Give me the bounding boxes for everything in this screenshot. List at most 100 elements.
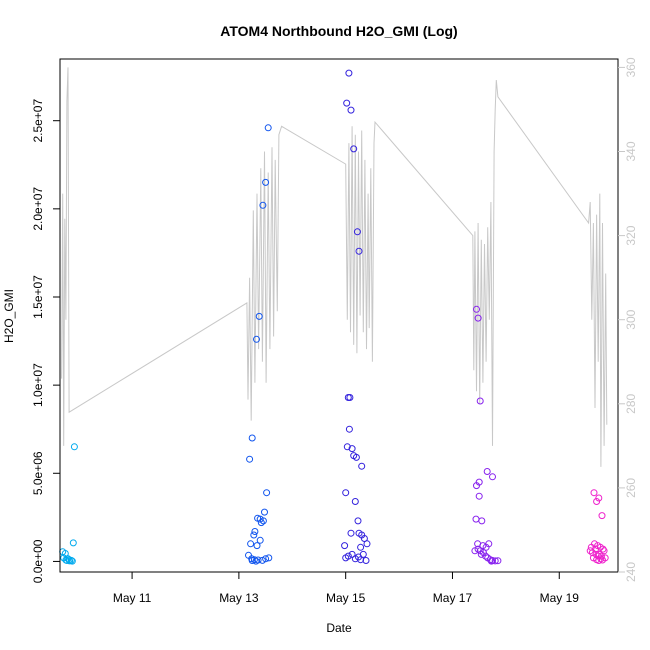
secondary-series-line xyxy=(61,67,608,467)
data-point-series-4 xyxy=(472,515,480,523)
data-point-series-2 xyxy=(248,557,256,564)
data-point-series-4 xyxy=(482,552,490,560)
data-point-series-1 xyxy=(61,550,69,557)
y-right-tick-label: 280 xyxy=(624,393,638,413)
data-point-series-1 xyxy=(69,539,77,547)
data-point-series-2 xyxy=(261,508,268,516)
plot-frame xyxy=(59,58,619,573)
data-point-series-5 xyxy=(599,545,607,553)
data-point-series-2 xyxy=(262,178,270,186)
y-tick-label: 1.5e+07 xyxy=(31,275,45,319)
data-point-series-1 xyxy=(68,557,76,565)
data-point-series-5 xyxy=(595,557,603,564)
data-point-series-4 xyxy=(478,517,486,525)
data-point-series-4 xyxy=(474,545,482,553)
data-point-series-2 xyxy=(247,540,255,548)
data-point-series-4 xyxy=(473,482,480,490)
y-right-tick-label: 340 xyxy=(624,141,638,161)
chart-title: ATOM4 Northbound H2O_GMI (Log) xyxy=(220,23,457,39)
data-point-series-3 xyxy=(341,542,349,550)
data-point-series-2 xyxy=(251,528,259,535)
data-point-series-3 xyxy=(363,540,371,548)
data-point-series-1 xyxy=(70,443,78,451)
y-tick-label: 2.5e+07 xyxy=(31,99,45,143)
data-point-series-5 xyxy=(590,489,598,497)
y-right-tick-label: 240 xyxy=(624,562,638,582)
data-point-series-3 xyxy=(357,543,365,551)
data-point-series-2 xyxy=(246,455,254,463)
x-axis-label: Date xyxy=(326,621,352,635)
data-point-series-3 xyxy=(352,453,360,461)
data-point-series-2 xyxy=(257,519,265,527)
y-tick-label: 2.0e+07 xyxy=(31,187,45,231)
data-point-series-5 xyxy=(592,545,600,553)
data-point-series-3 xyxy=(348,445,356,453)
data-point-series-3 xyxy=(357,556,365,564)
x-tick-label: May 17 xyxy=(433,591,473,605)
data-point-series-4 xyxy=(491,557,499,565)
data-point-series-4 xyxy=(474,314,482,322)
data-point-series-3 xyxy=(358,462,366,470)
x-tick-label: May 19 xyxy=(540,591,580,605)
data-point-series-4 xyxy=(479,549,487,557)
data-point-series-4 xyxy=(473,305,480,313)
data-point-series-3 xyxy=(342,489,350,497)
x-tick-label: May 11 xyxy=(113,591,152,605)
data-point-series-3 xyxy=(347,106,355,114)
data-point-series-5 xyxy=(593,498,601,505)
data-point-series-4 xyxy=(483,468,491,475)
data-point-series-3 xyxy=(354,517,362,525)
x-axis: May 11 May 13 May 15 May 17 May 19 xyxy=(113,572,579,605)
data-point-series-3 xyxy=(362,557,370,564)
data-point-series-5 xyxy=(594,552,602,560)
data-point-series-5 xyxy=(598,512,606,520)
data-point-series-3 xyxy=(345,425,353,433)
data-point-series-5 xyxy=(601,554,609,562)
data-point-series-4 xyxy=(476,397,484,405)
y-tick-label: 0.0e+00 xyxy=(31,539,45,583)
y-right-tick-label: 300 xyxy=(624,309,638,329)
secondary-line-layer xyxy=(61,67,608,467)
data-point-series-3 xyxy=(344,552,352,560)
data-point-series-3 xyxy=(355,247,363,255)
data-point-series-2 xyxy=(259,201,267,209)
data-point-series-3 xyxy=(343,443,351,451)
data-point-series-4 xyxy=(475,492,483,500)
data-point-series-2 xyxy=(252,557,260,565)
data-point-series-4 xyxy=(487,557,495,565)
data-point-series-2 xyxy=(253,335,260,343)
data-point-series-2 xyxy=(259,517,267,525)
data-point-series-3 xyxy=(343,99,351,107)
data-point-series-2 xyxy=(264,124,272,132)
x-tick-label: May 13 xyxy=(219,591,259,605)
y-axis: 0.0e+00 5.0e+06 1.0e+07 1.5e+07 2.0e+07 2.5e+… xyxy=(31,99,60,583)
data-point-series-3 xyxy=(347,529,355,537)
data-point-series-4 xyxy=(485,540,493,548)
data-point-series-3 xyxy=(346,394,354,401)
data-point-series-4 xyxy=(477,550,485,558)
data-point-series-3 xyxy=(345,69,353,77)
data-point-series-2 xyxy=(265,554,273,562)
data-point-series-2 xyxy=(253,542,261,550)
data-point-series-3 xyxy=(350,145,358,153)
y-right-tick-label: 360 xyxy=(624,57,638,77)
data-point-series-4 xyxy=(494,557,502,565)
x-tick-label: May 15 xyxy=(326,591,366,605)
data-point-series-1 xyxy=(65,556,73,564)
y-axis-label: H2O_GMI xyxy=(2,289,16,343)
scatter-layer xyxy=(59,69,609,565)
y-right-tick-label: 320 xyxy=(624,225,638,245)
data-point-series-5 xyxy=(592,550,600,558)
data-point-series-5 xyxy=(595,494,603,502)
data-point-series-2 xyxy=(263,489,271,497)
data-point-series-2 xyxy=(255,312,263,320)
y-right-tick-label: 260 xyxy=(624,478,638,498)
data-point-series-2 xyxy=(250,531,258,539)
y-axis-right: 240 260 280 300 320 340 360 xyxy=(618,57,638,582)
data-point-series-2 xyxy=(262,555,270,563)
data-point-series-2 xyxy=(248,434,256,442)
y-tick-label: 5.0e+06 xyxy=(31,451,45,495)
data-point-series-3 xyxy=(353,228,361,236)
data-point-series-5 xyxy=(600,547,608,555)
